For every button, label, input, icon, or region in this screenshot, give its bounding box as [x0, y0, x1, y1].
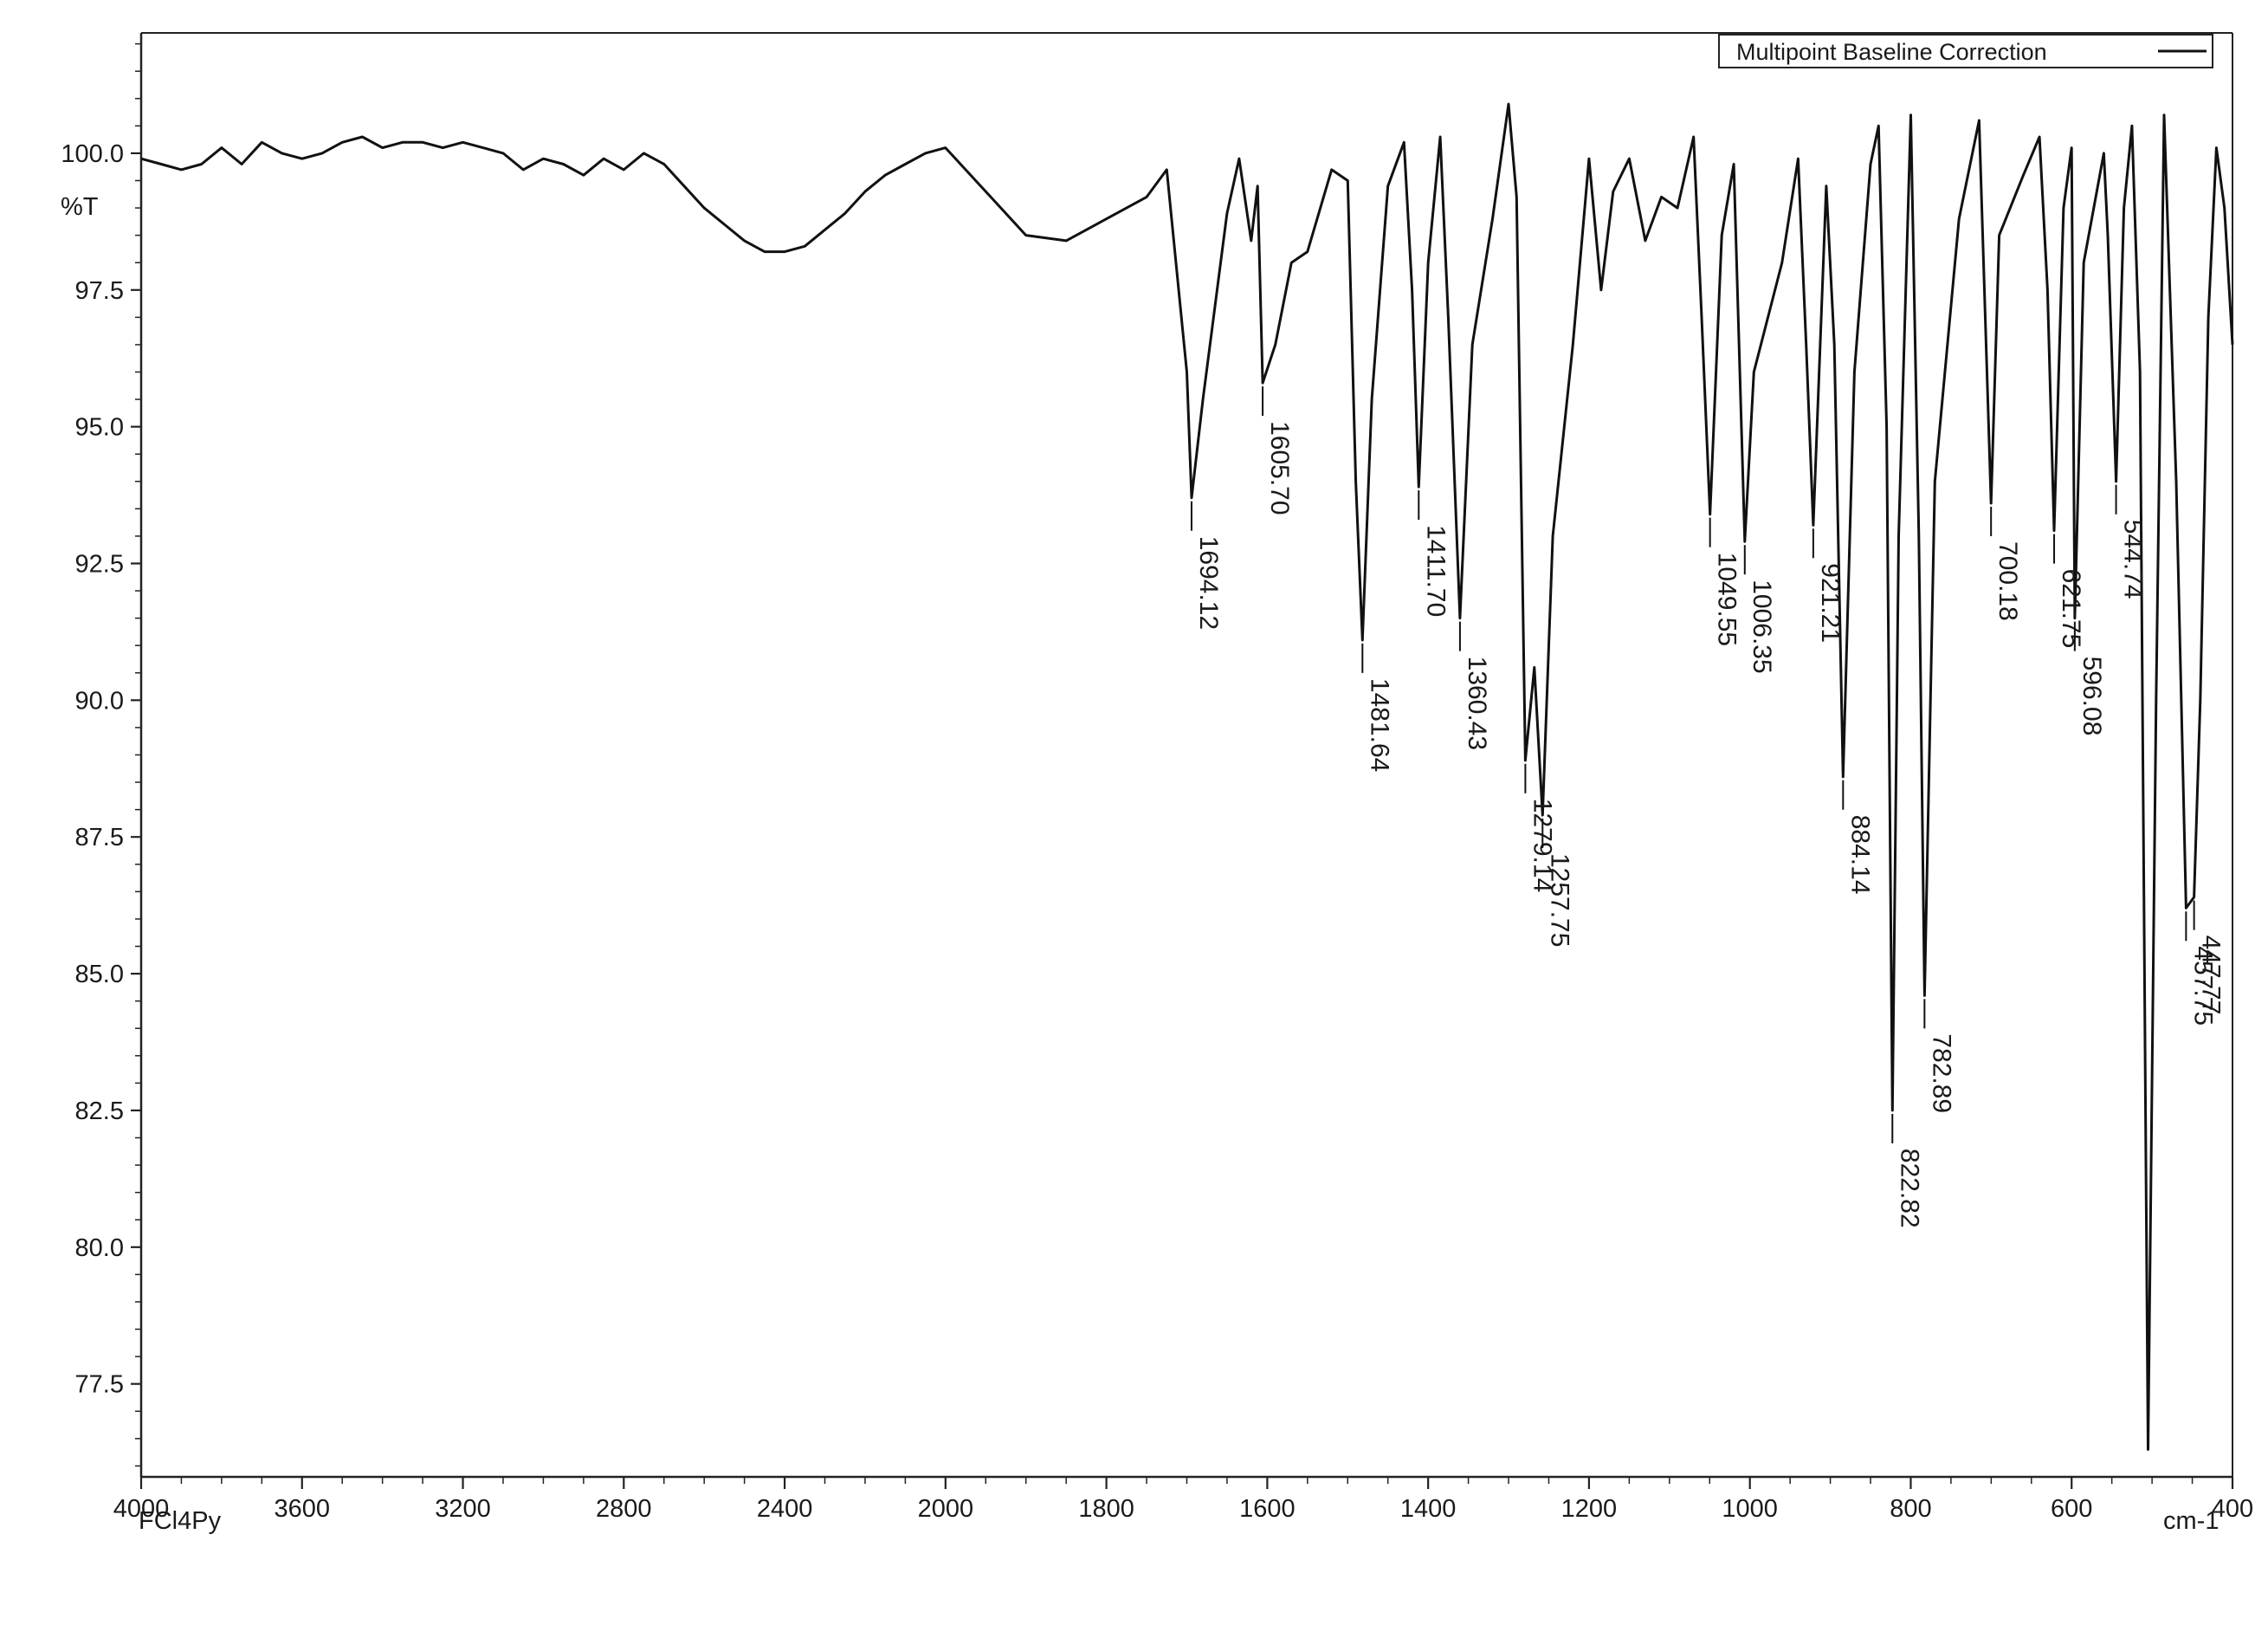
y-tick-label: 90.0	[75, 687, 124, 715]
x-tick-label: 3200	[435, 1495, 491, 1523]
x-tick-label: 800	[1890, 1495, 1931, 1523]
y-tick-label: 95.0	[75, 414, 124, 442]
x-tick-label: 2400	[757, 1495, 813, 1523]
x-tick-label: 1600	[1239, 1495, 1296, 1523]
peak-label: 1360.43	[1463, 657, 1491, 750]
x-axis-label: cm-1	[2163, 1507, 2219, 1535]
tick-marks: 77.5 80.0 82.5 85.0 87.5 90.0 92.5 95.0 97.5 100.…	[61, 42, 2253, 1523]
peak-label: 822.82	[1895, 1149, 1923, 1228]
plot-frame	[139, 32, 2233, 1479]
legend-box	[1718, 34, 2213, 68]
legend-label: Multipoint Baseline Correction	[1736, 39, 2047, 65]
y-tick-label: 85.0	[75, 961, 124, 988]
legend: Multipoint Baseline Correction	[1718, 34, 2213, 68]
peak-label: 447.77	[2197, 936, 2226, 1015]
peak-label: 1411.70	[1421, 525, 1450, 617]
y-tick-label: 87.5	[75, 824, 124, 851]
peak-label: 1481.64	[1365, 678, 1393, 772]
x-tick-label: 1400	[1400, 1495, 1457, 1523]
series-layer	[140, 102, 2234, 1451]
y-tick-label: 82.5	[75, 1097, 124, 1125]
peak-label: 596.08	[2077, 657, 2106, 736]
peak-label: 457.75	[2188, 946, 2217, 1026]
peak-label: 884.14	[1845, 815, 1874, 895]
x-tick-label: 3600	[275, 1495, 331, 1523]
peak-label: 621.75	[2057, 569, 2085, 649]
y-tick-label: 80.0	[75, 1234, 124, 1262]
peak-label: 1257.75	[1545, 853, 1573, 947]
peak-annotations: 1694.121605.701481.641411.701360.431279.…	[1190, 386, 2226, 1228]
peak-label: 921.21	[1816, 563, 1845, 643]
peak-label: 544.74	[2119, 520, 2148, 599]
spectrum-line	[140, 102, 2234, 1451]
peak-label: 782.89	[1927, 1033, 1955, 1113]
y-axis-label: %T	[61, 193, 99, 221]
x-tick-label: 600	[2051, 1495, 2092, 1523]
sample-label: FCl4Py	[139, 1507, 222, 1535]
peak-label: 1006.35	[1748, 579, 1776, 673]
x-tick-label: 2800	[596, 1495, 652, 1523]
y-tick-label: 92.5	[75, 550, 124, 578]
y-tick-label: 77.5	[75, 1371, 124, 1399]
peak-label: 1049.55	[1713, 553, 1741, 646]
x-tick-label: 4000	[113, 1495, 170, 1523]
peak-label: 1694.12	[1194, 536, 1223, 630]
x-tick-label: 1200	[1561, 1495, 1618, 1523]
peak-label: 1605.70	[1265, 421, 1294, 515]
peak-label: 700.18	[1993, 541, 2022, 621]
y-tick-label: 100.0	[61, 140, 124, 168]
x-tick-label: 400	[2212, 1495, 2253, 1523]
x-tick-label: 1000	[1722, 1495, 1778, 1523]
y-tick-label: 97.5	[75, 277, 124, 305]
x-tick-label: 1800	[1078, 1495, 1134, 1523]
x-tick-label: 2000	[918, 1495, 974, 1523]
